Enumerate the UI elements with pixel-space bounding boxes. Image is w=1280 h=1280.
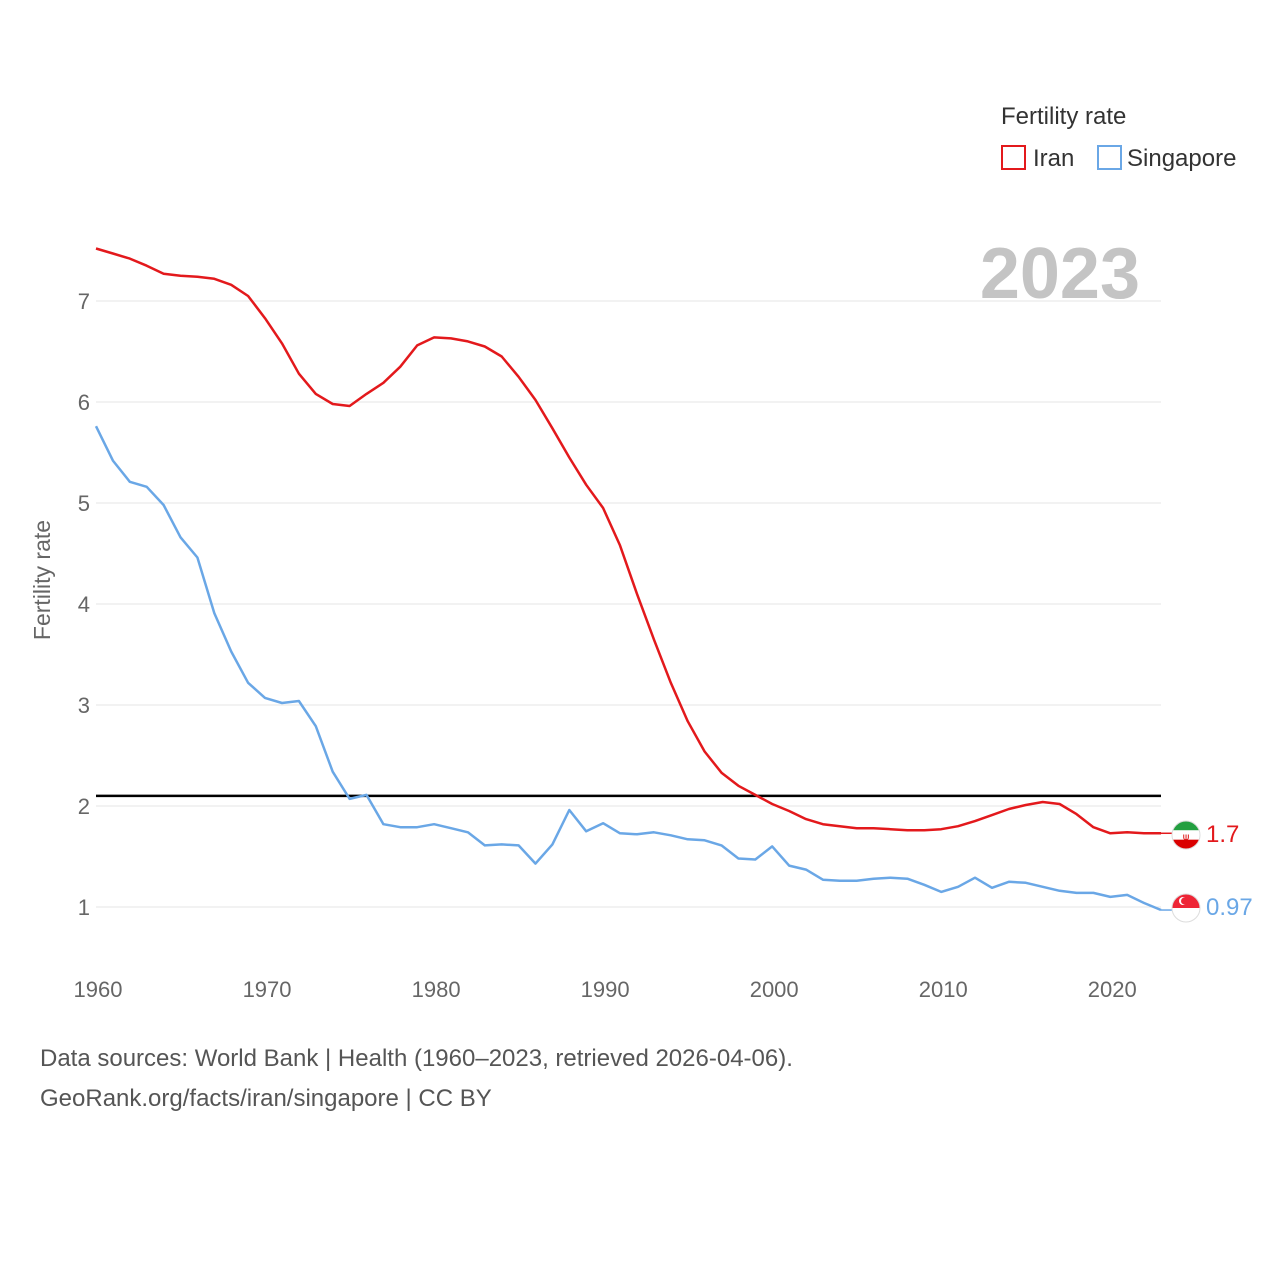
legend-swatch-iran xyxy=(1001,145,1026,170)
legend-item-iran[interactable]: Iran xyxy=(1001,145,1074,172)
x-tick-label-2000: 2000 xyxy=(750,977,799,1002)
y-tick-label-3: 3 xyxy=(78,693,90,718)
x-tick-label-1990: 1990 xyxy=(581,977,630,1002)
x-tick-label-1970: 1970 xyxy=(243,977,292,1002)
y-tick-label-1: 1 xyxy=(78,895,90,920)
y-tick-label-6: 6 xyxy=(78,390,90,415)
legend-label-singapore: Singapore xyxy=(1127,145,1236,172)
y-tick-label-5: 5 xyxy=(78,491,90,516)
x-tick-label-2020: 2020 xyxy=(1088,977,1137,1002)
legend-label-iran: Iran xyxy=(1033,145,1074,172)
x-tick-label-1980: 1980 xyxy=(412,977,461,1002)
footer-attribution[interactable]: GeoRank.org/facts/iran/singapore | CC BY xyxy=(40,1085,492,1112)
gridlines xyxy=(96,300,1161,908)
legend-title: Fertility rate xyxy=(1001,103,1126,130)
singapore-end-value: 0.97 xyxy=(1206,894,1253,921)
iran-flag-icon: ψ xyxy=(1172,821,1200,849)
x-tick-label-2010: 2010 xyxy=(919,977,968,1002)
year-label: 2023 xyxy=(980,234,1140,314)
iran-end-value: 1.7 xyxy=(1206,821,1239,848)
legend-swatch-singapore xyxy=(1097,145,1122,170)
footer-sources: Data sources: World Bank | Health (1960–… xyxy=(40,1045,793,1072)
y-tick-label-2: 2 xyxy=(78,794,90,819)
y-axis-title: Fertility rate xyxy=(29,520,55,640)
series-line-singapore[interactable] xyxy=(94,425,1162,912)
series-line-iran[interactable] xyxy=(95,247,1161,835)
y-tick-label-4: 4 xyxy=(78,592,90,617)
singapore-flag-icon xyxy=(1172,894,1200,922)
legend-item-singapore[interactable]: Singapore xyxy=(1097,145,1236,172)
svg-text:ψ: ψ xyxy=(1183,832,1190,843)
x-tick-label-1960: 1960 xyxy=(74,977,123,1002)
y-axis-ticks: 1 2 3 4 5 6 7 xyxy=(78,289,90,920)
y-tick-label-7: 7 xyxy=(78,289,90,314)
series-lines xyxy=(94,247,1172,912)
x-axis-ticks: 1960 1970 1980 1990 2000 2010 2020 xyxy=(74,977,1137,1002)
